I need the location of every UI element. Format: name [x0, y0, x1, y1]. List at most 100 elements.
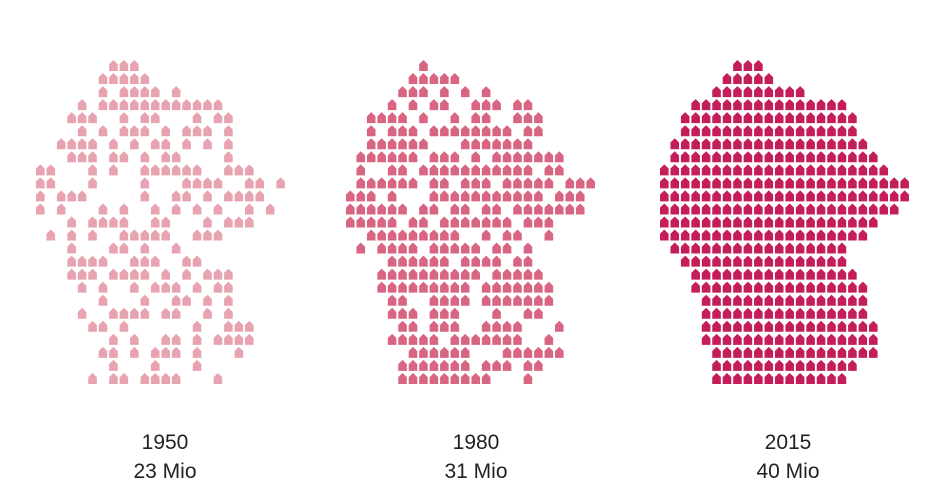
house-icon — [806, 125, 815, 137]
house-icon — [440, 320, 449, 332]
house-icon — [848, 151, 857, 163]
house-icon — [440, 190, 449, 202]
house-icon — [192, 164, 202, 176]
house-icon — [161, 229, 170, 241]
house-icon — [387, 151, 397, 163]
house-icon — [98, 294, 108, 306]
house-icon — [712, 255, 721, 267]
house-icon — [722, 73, 732, 85]
house-icon — [109, 60, 118, 71]
house-icon — [408, 255, 418, 267]
house-icon — [419, 372, 428, 384]
house-icon — [171, 190, 181, 202]
house-icon — [848, 333, 857, 345]
house-icon — [848, 164, 857, 176]
house-icon — [387, 307, 397, 319]
house-icon — [398, 203, 407, 215]
house-icon — [387, 294, 397, 306]
house-icon — [387, 333, 397, 345]
house-icon — [816, 307, 826, 319]
house-icon — [670, 164, 680, 176]
house-icon — [171, 294, 181, 306]
house-icon — [98, 255, 108, 267]
house-icon — [701, 294, 711, 306]
house-icon — [161, 138, 170, 150]
house-icon — [419, 359, 428, 371]
house-icon — [680, 255, 690, 267]
house-icon — [192, 125, 202, 137]
house-icon — [460, 255, 470, 267]
house-icon — [754, 60, 763, 71]
house-icon — [150, 86, 160, 98]
house-icon — [203, 216, 212, 228]
house-icon — [754, 229, 763, 241]
house-icon — [712, 203, 721, 215]
house-icon — [764, 320, 774, 332]
house-icon — [733, 372, 742, 384]
house-icon — [785, 112, 794, 124]
house-icon — [555, 320, 564, 332]
house-icon — [774, 268, 784, 280]
house-icon — [471, 112, 480, 124]
house-icon — [213, 99, 223, 111]
house-icon — [408, 86, 418, 98]
house-icon — [440, 86, 449, 98]
house-icon — [130, 333, 139, 345]
house-icon — [130, 99, 139, 111]
house-icon — [429, 125, 439, 137]
house-icon — [837, 333, 847, 345]
house-icon — [109, 138, 118, 150]
house-icon — [150, 164, 160, 176]
house-icon — [182, 255, 191, 267]
house-icon — [743, 268, 753, 280]
house-icon — [827, 229, 836, 241]
house-icon — [119, 151, 129, 163]
house-icon — [722, 346, 732, 358]
house-icon — [46, 164, 56, 176]
house-icon — [513, 99, 522, 111]
house-icon — [429, 333, 439, 345]
house-icon — [774, 307, 784, 319]
house-icon — [534, 346, 543, 358]
house-icon — [712, 294, 721, 306]
house-icon — [785, 151, 794, 163]
house-icon — [754, 346, 763, 358]
house-icon — [806, 346, 815, 358]
house-icon — [408, 138, 418, 150]
house-icon — [691, 112, 700, 124]
house-icon — [408, 151, 418, 163]
house-icon — [377, 112, 386, 124]
house-icon — [733, 255, 742, 267]
house-icon — [440, 242, 449, 254]
house-icon — [534, 203, 543, 215]
house-icon — [492, 320, 501, 332]
house-icon — [869, 346, 878, 358]
house-icon — [774, 164, 784, 176]
house-icon — [680, 229, 690, 241]
house-icon — [754, 294, 763, 306]
house-icon — [450, 320, 460, 332]
house-icon — [481, 190, 491, 202]
house-icon — [140, 294, 150, 306]
house-icon — [492, 125, 501, 137]
house-icon — [795, 307, 805, 319]
house-icon — [806, 333, 815, 345]
house-icon — [816, 177, 826, 189]
house-icon — [701, 281, 711, 293]
house-icon — [774, 372, 784, 384]
house-icon — [513, 190, 522, 202]
house-icon — [513, 138, 522, 150]
house-icon — [660, 229, 669, 241]
house-icon — [161, 216, 170, 228]
house-icon — [182, 138, 191, 150]
house-icon — [764, 177, 774, 189]
house-icon — [77, 99, 87, 111]
house-icon — [764, 73, 774, 85]
house-icon — [837, 164, 847, 176]
house-icon — [837, 320, 847, 332]
house-icon — [450, 333, 460, 345]
house-icon — [774, 86, 784, 98]
house-icon — [450, 281, 460, 293]
house-icon — [513, 229, 522, 241]
house-icon — [109, 307, 118, 319]
